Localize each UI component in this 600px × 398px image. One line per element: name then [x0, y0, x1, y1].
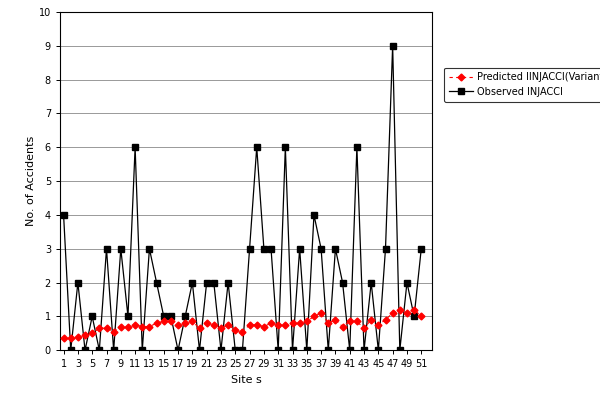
Observed INJACCI	[303, 348, 310, 353]
Observed INJACCI	[389, 43, 396, 48]
Predicted IINJACCI(Variant1)	[175, 322, 182, 327]
Observed INJACCI	[60, 213, 67, 217]
Legend: Predicted IINJACCI(Variant1), Observed INJACCI: Predicted IINJACCI(Variant1), Observed I…	[445, 68, 600, 102]
Predicted IINJACCI(Variant1)	[296, 321, 303, 326]
Predicted IINJACCI(Variant1)	[410, 307, 418, 312]
Line: Observed INJACCI: Observed INJACCI	[61, 43, 424, 353]
Predicted IINJACCI(Variant1)	[418, 314, 425, 319]
Observed INJACCI	[146, 246, 153, 251]
Predicted IINJACCI(Variant1)	[139, 324, 146, 329]
Observed INJACCI	[67, 348, 74, 353]
X-axis label: Site s: Site s	[230, 375, 262, 385]
Line: Predicted IINJACCI(Variant1): Predicted IINJACCI(Variant1)	[61, 307, 424, 341]
Predicted IINJACCI(Variant1)	[396, 307, 403, 312]
Observed INJACCI	[175, 348, 182, 353]
Observed INJACCI	[410, 314, 418, 319]
Observed INJACCI	[418, 246, 425, 251]
Predicted IINJACCI(Variant1)	[167, 319, 175, 324]
Observed INJACCI	[325, 348, 332, 353]
Y-axis label: No. of Accidents: No. of Accidents	[26, 136, 36, 226]
Observed INJACCI	[182, 314, 189, 319]
Predicted IINJACCI(Variant1)	[60, 336, 67, 341]
Predicted IINJACCI(Variant1)	[317, 310, 325, 315]
